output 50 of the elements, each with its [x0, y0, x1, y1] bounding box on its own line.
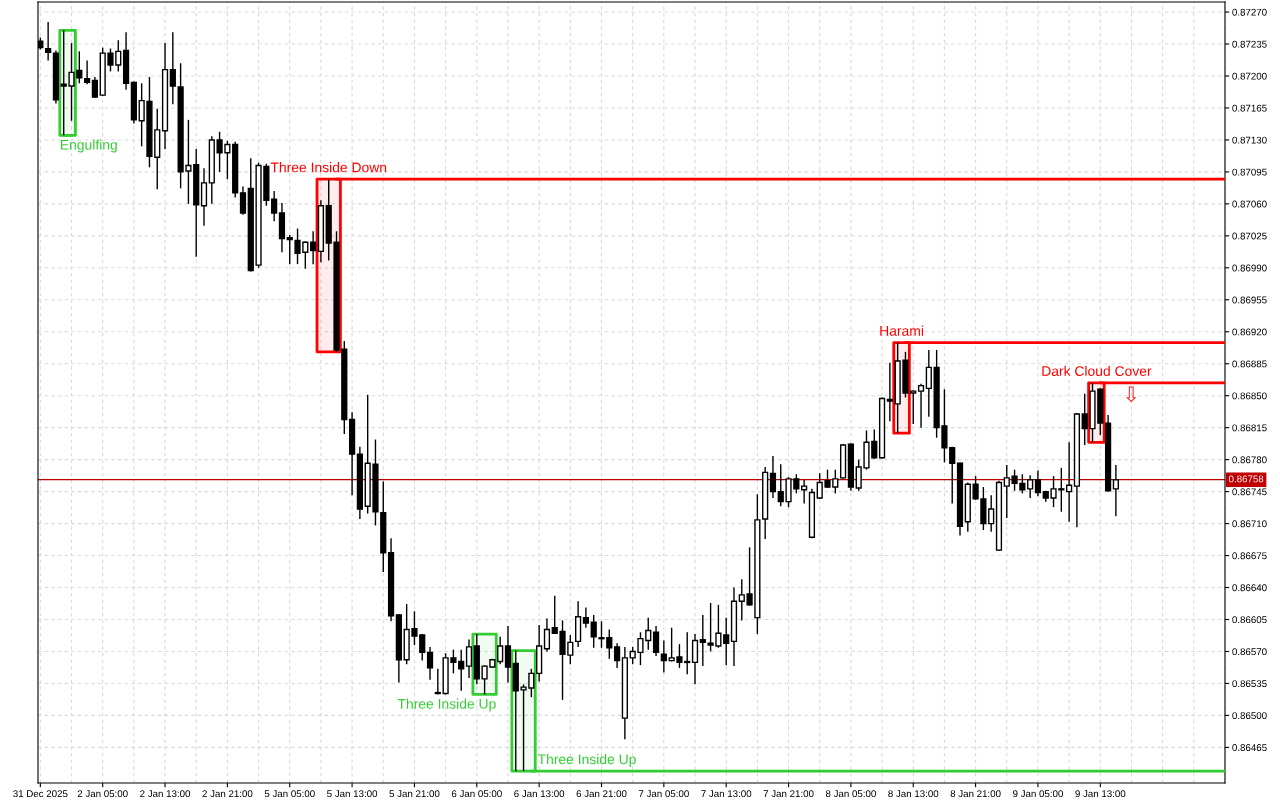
annotation: ⇩	[1126, 386, 1137, 403]
y-tick-label: 0.86990	[1232, 264, 1267, 272]
y-tick-label: 0.86710	[1232, 520, 1267, 528]
x-tick-label: 5 Jan 05:00	[264, 790, 315, 798]
y-tick-label: 0.87025	[1232, 232, 1267, 240]
x-tick-label: 8 Jan 13:00	[888, 790, 939, 798]
y-tick-label: 0.87235	[1232, 40, 1267, 48]
y-tick-label: 0.86675	[1232, 552, 1267, 560]
x-tick-label: 7 Jan 05:00	[638, 790, 689, 798]
y-tick-label: 0.86605	[1232, 616, 1267, 624]
series-label: Engulfing	[60, 139, 117, 153]
y-tick-label: 0.87165	[1232, 104, 1267, 112]
series-label: Three Inside Up	[537, 754, 636, 767]
y-tick-label: 0.86465	[1232, 744, 1267, 751]
x-tick-label: 8 Jan 05:00	[825, 790, 876, 798]
y-tick-label: 0.87130	[1232, 136, 1267, 144]
ref-line-label: 0.86758	[1228, 475, 1264, 483]
series-label: Harami	[880, 325, 923, 336]
y-tick-label: 0.87270	[1232, 8, 1267, 16]
y-tick-label: 0.86640	[1232, 584, 1267, 592]
x-tick-label: 8 Jan 21:00	[950, 790, 1001, 798]
y-tick-label: 0.86920	[1232, 328, 1267, 336]
x-tick-label: 7 Jan 13:00	[701, 790, 752, 798]
x-tick-label: 6 Jan 21:00	[576, 790, 627, 798]
y-tick-label: 0.86885	[1232, 360, 1267, 368]
x-tick-label: 7 Jan 21:00	[763, 790, 814, 798]
y-tick-label: 0.86745	[1232, 488, 1267, 496]
x-tick-label: 6 Jan 13:00	[514, 790, 565, 798]
x-tick-label: 5 Jan 13:00	[327, 790, 378, 798]
y-tick-label: 0.86955	[1232, 296, 1267, 304]
y-tick-label: 0.86850	[1232, 392, 1267, 400]
y-tick-label: 0.86500	[1232, 712, 1267, 720]
x-tick-label: 2 Jan 13:00	[140, 790, 191, 798]
x-tick-label: 5 Jan 21:00	[389, 790, 440, 798]
x-tick-label: 9 Jan 13:00	[1075, 790, 1126, 798]
y-tick-label: 0.87060	[1232, 200, 1267, 208]
y-tick-label: 0.86570	[1232, 648, 1267, 656]
y-tick-label: 0.86815	[1232, 424, 1267, 432]
x-tick-label: 6 Jan 05:00	[451, 790, 502, 798]
x-tick-label: 31 Dec 2025	[13, 790, 68, 798]
series-label: Dark Cloud Cover	[1042, 365, 1152, 376]
y-tick-label: 0.86535	[1232, 680, 1267, 688]
series-label: Three Inside Down	[270, 162, 387, 173]
y-tick-label: 0.87200	[1232, 72, 1267, 80]
x-tick-label: 2 Jan 21:00	[202, 790, 253, 798]
x-tick-label: 9 Jan 05:00	[1013, 790, 1063, 798]
x-tick-label: 2 Jan 05:00	[77, 790, 128, 798]
text: Three Inside Up	[397, 698, 496, 712]
y-tick-label: 0.86780	[1232, 456, 1267, 464]
y-tick-label: 0.87095	[1232, 168, 1267, 176]
